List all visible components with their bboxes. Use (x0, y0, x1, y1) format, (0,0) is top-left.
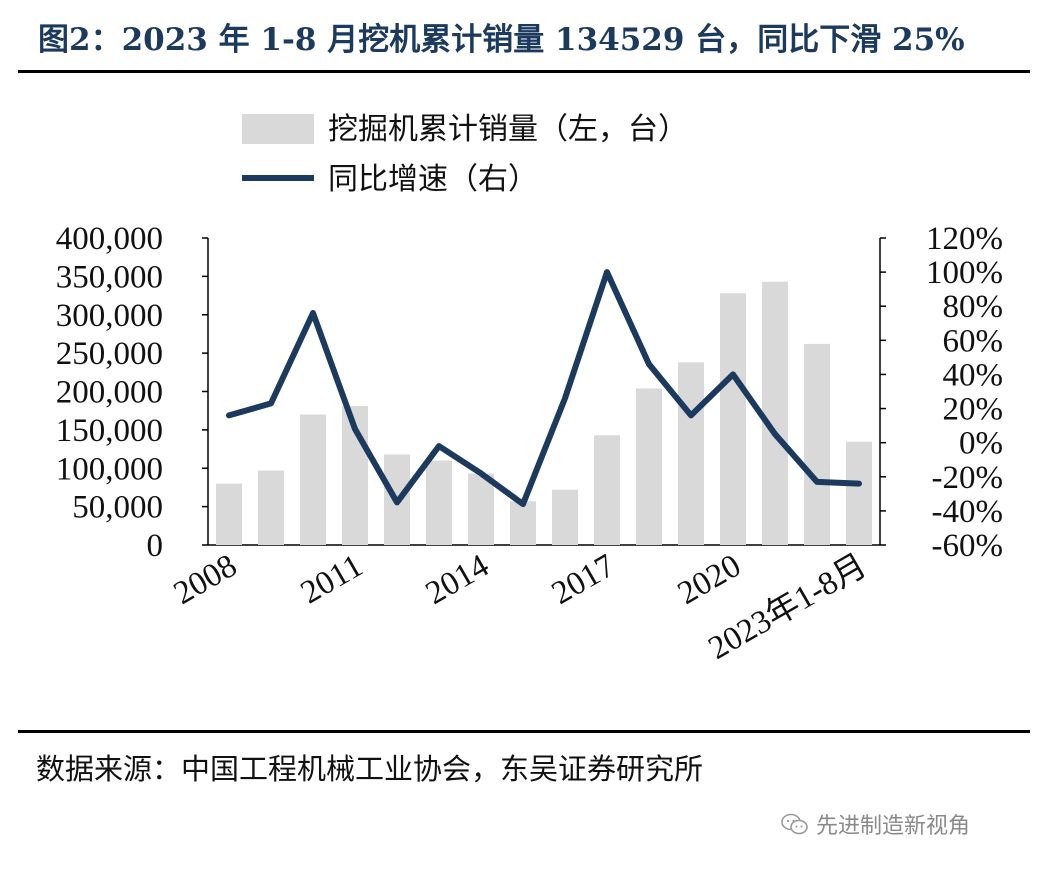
wechat-icon (781, 813, 808, 835)
right-tick-label: 100% (926, 255, 1003, 291)
right-tick-label: 40% (943, 357, 1004, 393)
bar (426, 460, 452, 545)
top-divider (18, 70, 1030, 73)
bottom-divider (18, 730, 1030, 733)
bar (300, 414, 326, 545)
legend: 挖掘机累计销量（左，台） 同比增速（右） (242, 112, 688, 197)
bar (552, 489, 578, 545)
legend-bar-swatch (242, 114, 314, 144)
right-tick-label: 20% (943, 392, 1004, 428)
left-tick-label: 400,000 (56, 221, 163, 257)
left-tick-label: 0 (147, 528, 164, 564)
right-tick-label: 0% (959, 426, 1003, 462)
bar (636, 388, 662, 545)
right-tick-label: -60% (932, 528, 1003, 564)
left-tick-label: 200,000 (56, 375, 163, 411)
bar (846, 441, 872, 545)
bar (216, 483, 242, 545)
watermark-text: 先进制造新视角 (816, 814, 971, 839)
bar-series (216, 281, 872, 545)
left-tick-label: 350,000 (56, 259, 163, 295)
source-note: 数据来源：中国工程机械工业协会，东吴证券研究所 (36, 752, 704, 786)
chart-canvas: 挖掘机累计销量（左，台） 同比增速（右） 050,000100,000150,0… (56, 112, 1004, 667)
growth-line (226, 269, 862, 508)
watermark: 先进制造新视角 (780, 808, 970, 840)
bar (468, 473, 494, 545)
x-tick-label: 2017 (546, 548, 621, 612)
right-tick-label: -20% (932, 460, 1003, 496)
left-tick-label: 300,000 (56, 298, 163, 334)
line-series (226, 269, 862, 508)
left-tick-label: 150,000 (56, 413, 163, 449)
x-tick-label: 2008 (168, 548, 243, 612)
right-tick-label: 60% (943, 323, 1004, 359)
right-tick-label: -40% (932, 494, 1003, 530)
legend-label-growth: 同比增速（右） (328, 162, 538, 197)
bar (678, 362, 704, 545)
x-tick-label: 2011 (295, 548, 369, 612)
right-tick-label: 80% (943, 289, 1004, 325)
bar (594, 435, 620, 545)
legend-label-sales: 挖掘机累计销量（左，台） (328, 112, 688, 147)
left-tick-label: 100,000 (56, 451, 163, 487)
bar (510, 501, 536, 545)
bar (720, 293, 746, 545)
right-tick-label: 120% (926, 221, 1003, 257)
x-tick-label: 2014 (420, 548, 495, 612)
left-tick-label: 50,000 (72, 490, 163, 526)
x-tick-label: 2020 (672, 548, 747, 612)
bar (762, 281, 788, 545)
left-tick-label: 250,000 (56, 336, 163, 372)
bar (804, 343, 830, 545)
bar (258, 470, 284, 545)
chart-title: 图2：2023 年 1-8 月挖机累计销量 134529 台，同比下滑 25% (38, 22, 965, 58)
